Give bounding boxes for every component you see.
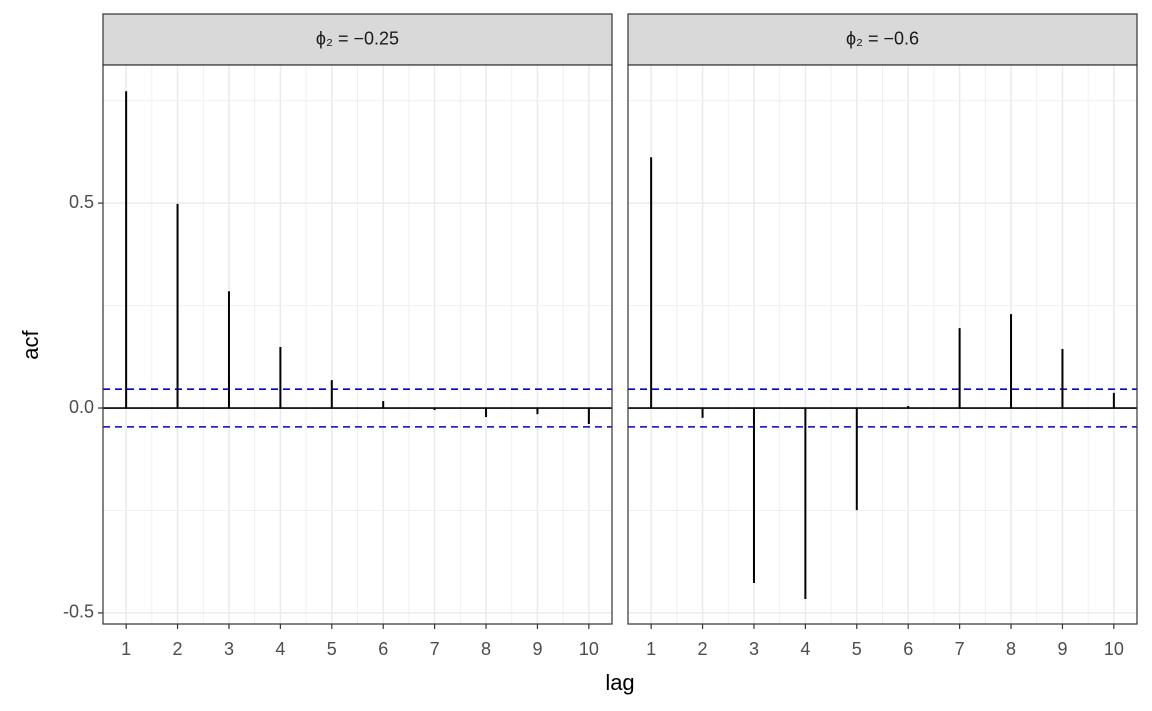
x-tick-label: 10	[1104, 639, 1124, 659]
x-tick-label: 3	[224, 639, 234, 659]
x-axis-label: lag	[605, 670, 634, 695]
x-tick-label: 7	[430, 639, 440, 659]
x-tick-label: 8	[1006, 639, 1016, 659]
panel-border	[627, 64, 1138, 625]
x-tick-label: 6	[903, 639, 913, 659]
strip	[627, 13, 1138, 66]
strip	[102, 13, 613, 66]
panel-border	[102, 64, 613, 625]
x-tick-label: 3	[749, 639, 759, 659]
x-tick-label: 2	[173, 639, 183, 659]
x-tick-label: 7	[955, 639, 965, 659]
x-tick-label: 6	[378, 639, 388, 659]
x-tick-label: 1	[121, 639, 131, 659]
x-tick-label: 1	[646, 639, 656, 659]
x-tick-label: 5	[327, 639, 337, 659]
y-tick-label: -0.5	[63, 602, 94, 622]
y-axis-label: acf	[18, 329, 43, 359]
x-tick-label: 9	[1057, 639, 1067, 659]
x-tick-label: 2	[698, 639, 708, 659]
x-tick-label: 4	[800, 639, 810, 659]
x-tick-label: 8	[481, 639, 491, 659]
y-tick-label: 0.5	[69, 192, 94, 212]
y-tick-label: 0.0	[69, 397, 94, 417]
x-tick-label: 10	[579, 639, 599, 659]
x-tick-label: 5	[852, 639, 862, 659]
x-tick-label: 9	[532, 639, 542, 659]
facet-title: ϕ₂ = −0.25	[316, 28, 399, 48]
x-tick-label: 4	[275, 639, 285, 659]
facet-title: ϕ₂ = −0.6	[846, 28, 919, 48]
